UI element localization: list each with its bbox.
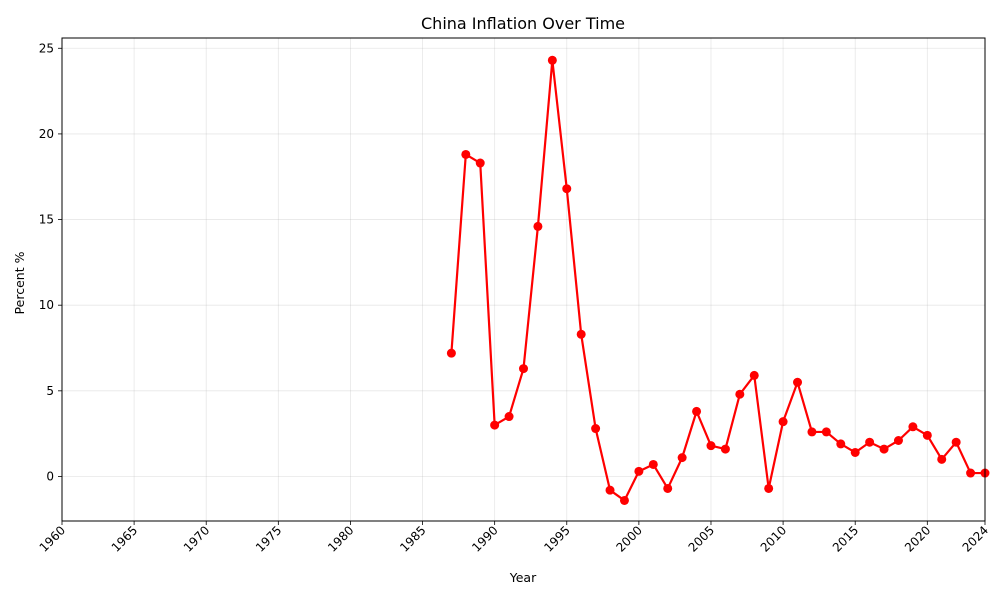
data-point — [605, 485, 615, 495]
data-point — [490, 420, 500, 430]
series-layer — [446, 55, 990, 505]
data-point — [475, 158, 485, 168]
data-point — [821, 427, 831, 437]
data-point — [850, 447, 860, 457]
data-point — [922, 430, 932, 440]
data-point — [807, 427, 817, 437]
data-point — [937, 454, 947, 464]
plot-frame — [61, 37, 986, 522]
data-point — [461, 149, 471, 159]
y-tick-label: 10 — [39, 298, 54, 312]
y-axis-label: Percent % — [12, 251, 27, 314]
data-point — [591, 424, 601, 434]
data-point — [519, 364, 528, 374]
data-point — [836, 439, 846, 449]
x-axis-label: Year — [509, 570, 537, 585]
data-point — [619, 495, 629, 505]
data-point — [648, 459, 658, 469]
data-point — [764, 483, 774, 493]
data-point — [533, 221, 543, 231]
data-point — [663, 483, 673, 493]
data-point — [778, 417, 788, 427]
data-point — [951, 437, 961, 447]
data-point — [706, 441, 716, 451]
y-tick-label: 25 — [39, 41, 54, 55]
y-tick-label: 0 — [46, 469, 54, 483]
data-point — [735, 389, 745, 399]
data-point — [749, 370, 759, 380]
y-axis-ticks: 0 5 10 15 20 25 — [39, 41, 62, 483]
data-point — [865, 437, 875, 447]
data-point — [793, 377, 803, 387]
data-point — [720, 444, 730, 454]
y-tick-label: 20 — [39, 127, 54, 141]
data-point — [547, 55, 557, 65]
data-point — [677, 453, 687, 463]
data-point — [562, 184, 572, 194]
data-point — [504, 412, 514, 422]
chart-title: China Inflation Over Time — [421, 14, 625, 33]
data-point — [893, 436, 903, 445]
data-point — [446, 348, 456, 358]
y-tick-label: 15 — [39, 213, 54, 227]
data-point — [692, 406, 702, 416]
data-point — [576, 329, 586, 339]
data-point — [908, 422, 918, 432]
data-point — [966, 468, 976, 478]
y-tick-label: 5 — [46, 384, 54, 398]
data-point — [879, 444, 889, 454]
data-point — [634, 466, 644, 476]
